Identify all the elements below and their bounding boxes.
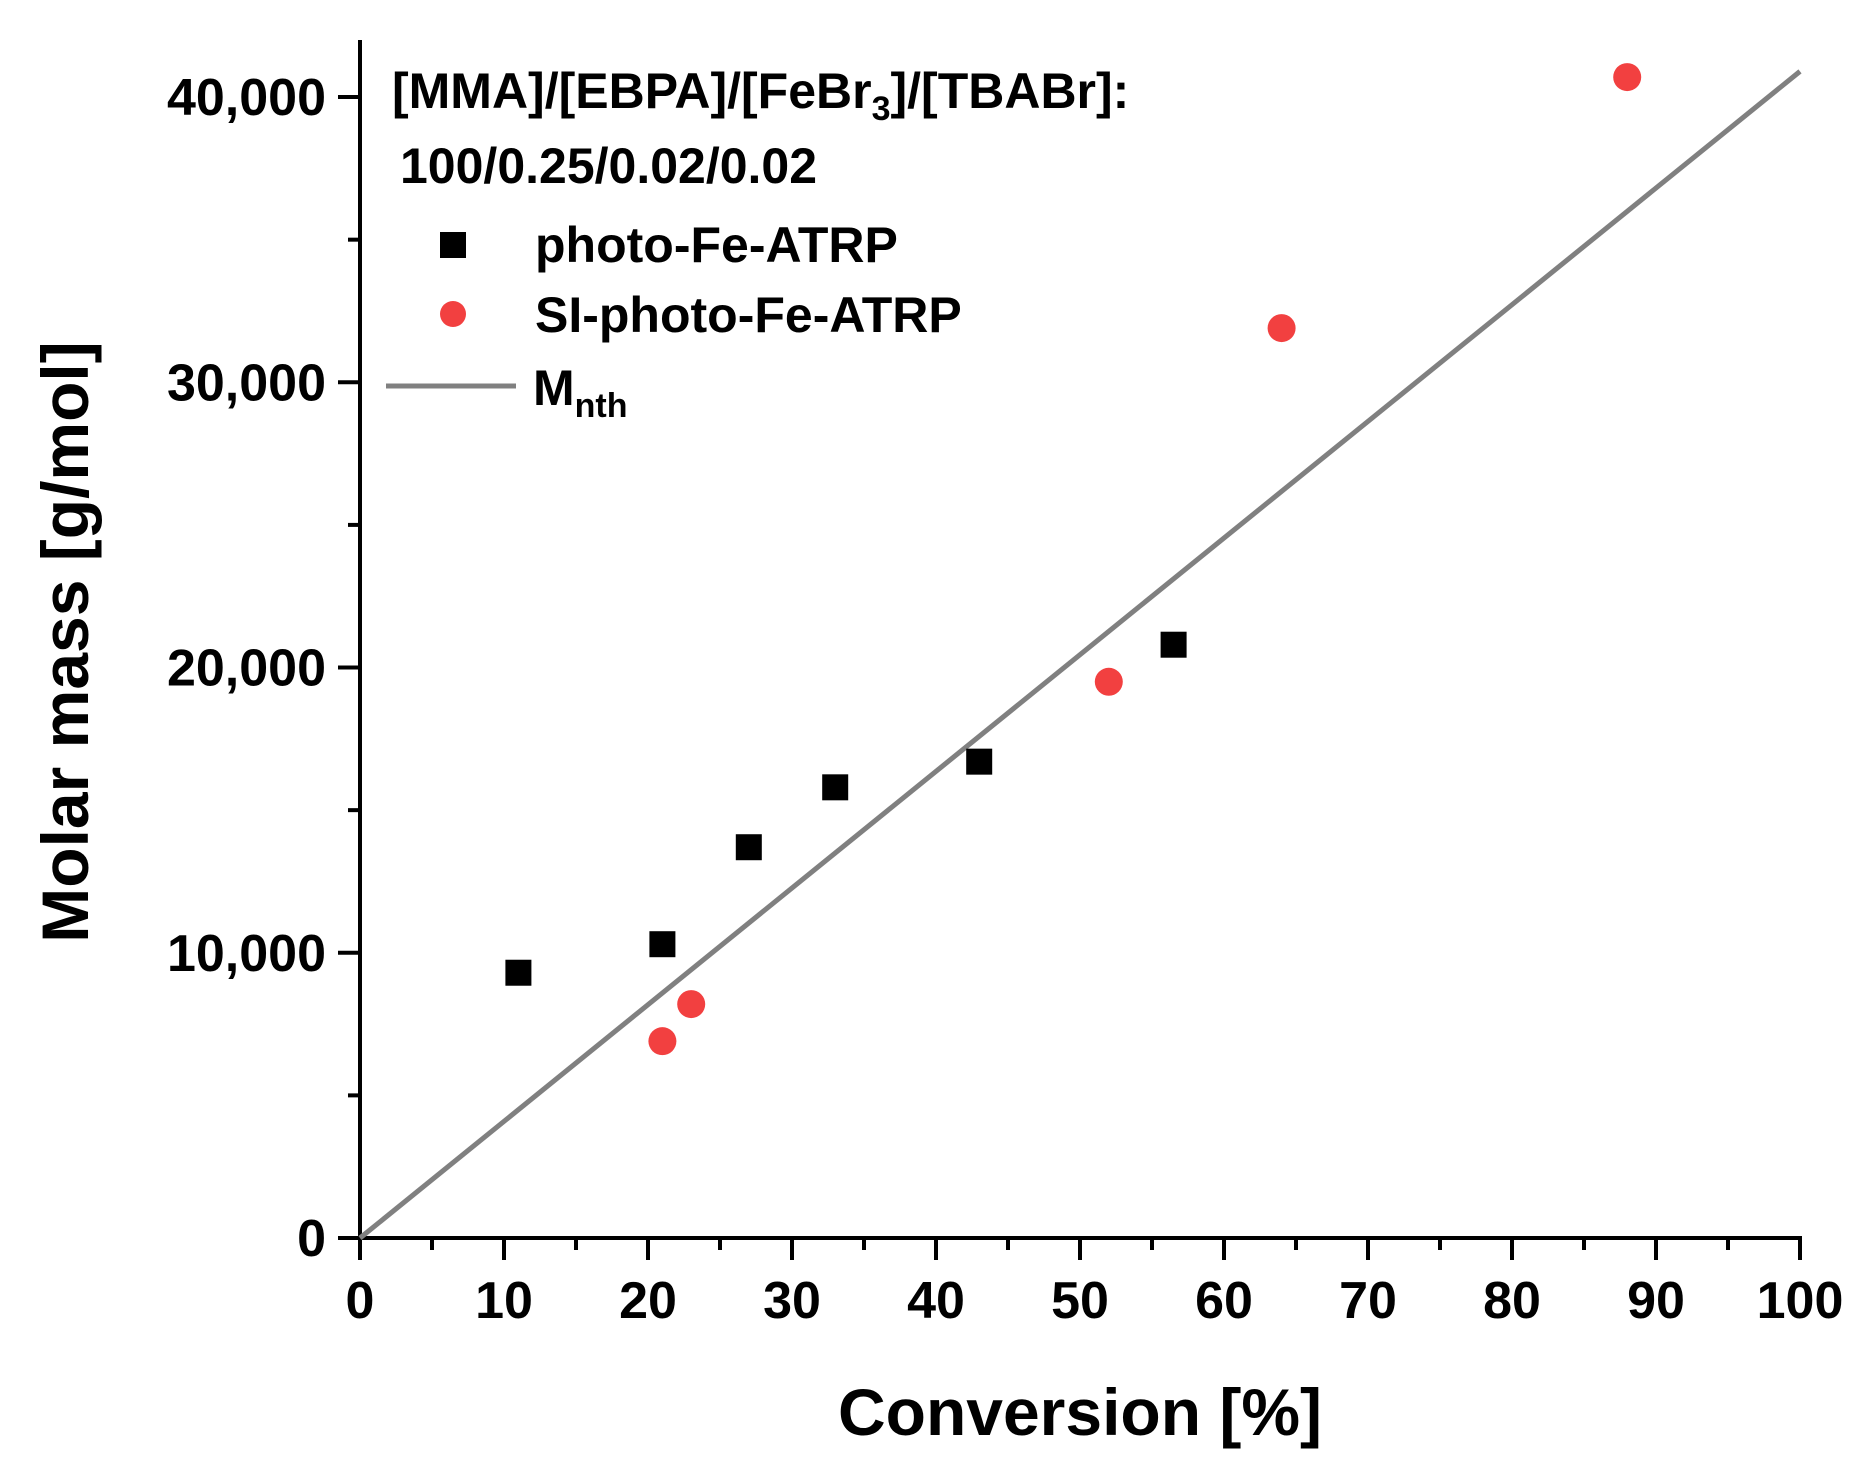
x-tick-label: 30 [763, 1272, 821, 1330]
y-tick-labels: 0 10,000 20,000 30,000 40,000 [167, 69, 326, 1268]
point-photo-fe-atrp [966, 748, 993, 775]
point-si-photo-fe-atrp [1613, 63, 1642, 92]
point-si-photo-fe-atrp [648, 1027, 677, 1056]
y-tick-label: 0 [297, 1210, 326, 1268]
y-tick-label: 10,000 [167, 925, 326, 983]
x-tick-labels: 0 10 20 30 40 50 60 70 80 90 100 [346, 1272, 1844, 1330]
annotation-part-1: [MMA]/[EBPA]/[FeBr [392, 63, 872, 119]
y-tick-label: 40,000 [167, 69, 326, 127]
legend-label-mnth-subscript: nth [575, 387, 628, 425]
point-photo-fe-atrp [1160, 631, 1187, 658]
legend-annotation-line1: [MMA]/[EBPA]/[FeBr3]/[TBABr]: [392, 63, 1129, 128]
y-tick-label: 30,000 [167, 354, 326, 412]
point-photo-fe-atrp [822, 774, 849, 801]
legend-marker-photo-fe-atrp [440, 232, 466, 258]
series-layer [358, 63, 1802, 1240]
x-axis-title: Conversion [%] [838, 1375, 1322, 1449]
x-tick-label: 90 [1627, 1272, 1685, 1330]
annotation-subscript: 3 [872, 90, 891, 128]
y-tick-label: 20,000 [167, 640, 326, 698]
x-tick-label: 0 [346, 1272, 375, 1330]
x-tick-label: 80 [1483, 1272, 1541, 1330]
y-axis-title: Molar mass [g/mol] [28, 341, 102, 942]
point-photo-fe-atrp [735, 834, 762, 861]
series-line-mnth [358, 69, 1802, 1240]
x-tick-label: 70 [1339, 1272, 1397, 1330]
annotation-part-3: ]/[TBABr]: [891, 63, 1130, 119]
x-tick-label: 50 [1051, 1272, 1109, 1330]
x-tick-label: 10 [475, 1272, 533, 1330]
legend-annotation-line2: 100/0.25/0.02/0.02 [400, 138, 817, 194]
legend-label-photo-fe-atrp: photo-Fe-ATRP [535, 217, 898, 273]
legend-label-mnth-main: M [533, 360, 575, 416]
legend-label-mnth: Mnth [533, 360, 628, 425]
point-si-photo-fe-atrp [1094, 667, 1123, 696]
point-photo-fe-atrp [649, 931, 676, 958]
x-tick-label: 20 [619, 1272, 677, 1330]
legend-label-si-photo-fe-atrp: SI-photo-Fe-ATRP [535, 287, 962, 343]
legend-marker-si-photo-fe-atrp [440, 301, 466, 327]
point-si-photo-fe-atrp [1267, 314, 1296, 343]
point-photo-fe-atrp [505, 959, 532, 986]
point-si-photo-fe-atrp [677, 990, 706, 1019]
legend: photo-Fe-ATRP SI-photo-Fe-ATRP Mnth [386, 217, 962, 425]
x-tick-label: 60 [1195, 1272, 1253, 1330]
x-tick-label: 40 [907, 1272, 965, 1330]
x-tick-label: 100 [1757, 1272, 1844, 1330]
